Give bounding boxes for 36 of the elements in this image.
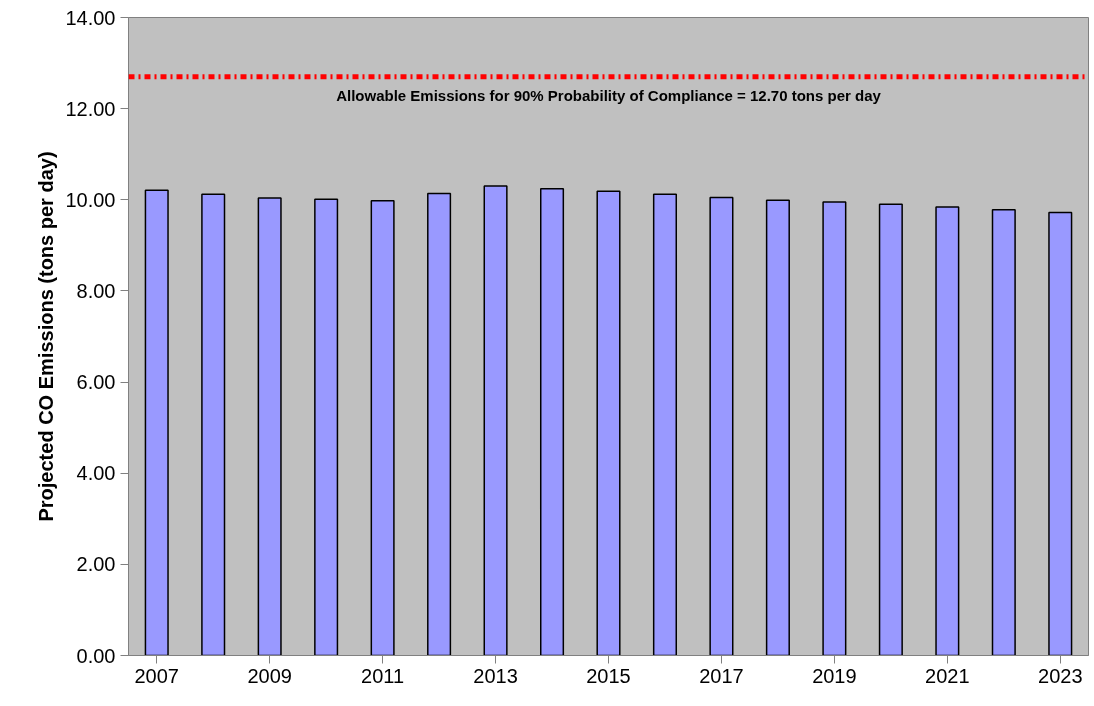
x-tick-label: 2007 [134, 664, 179, 687]
bar [1048, 211, 1073, 656]
y-tick-label: 6.00 [76, 371, 116, 394]
y-tick-label: 12.00 [65, 97, 116, 120]
y-axis-title: Projected CO Emissions (tons per day) [35, 151, 58, 522]
x-tick-label: 2021 [925, 664, 970, 687]
x-tick-label: 2019 [812, 664, 857, 687]
bar [144, 189, 169, 656]
x-tick-label: 2017 [699, 664, 744, 687]
bar [822, 201, 847, 656]
x-tick-label: 2009 [247, 664, 292, 687]
y-tick-label: 0.00 [76, 644, 116, 667]
y-tick-label: 4.00 [76, 462, 116, 485]
bar [370, 199, 395, 656]
bar [709, 196, 734, 656]
bar [991, 209, 1016, 656]
bar [878, 203, 903, 656]
bar [765, 199, 790, 656]
bar [201, 193, 226, 656]
x-tick-label: 2023 [1038, 664, 1083, 687]
y-tick-label: 8.00 [76, 279, 116, 302]
x-tick-label: 2011 [361, 664, 405, 687]
bar [257, 197, 282, 656]
bar [652, 193, 678, 656]
y-tick-label: 10.00 [65, 188, 116, 211]
x-tick-label: 2015 [586, 664, 631, 687]
bar [539, 188, 565, 656]
bar [596, 190, 621, 656]
x-tick-label: 2013 [473, 664, 518, 687]
y-tick-label: 2.00 [76, 553, 116, 576]
y-tick-label: 14.00 [65, 6, 116, 29]
ref-line-label: Allowable Emissions for 90% Probability of Compliance = 12.70 tons per day [336, 86, 882, 104]
bar [935, 206, 960, 656]
bar [314, 198, 339, 656]
bar [483, 185, 508, 656]
bar [427, 192, 452, 656]
